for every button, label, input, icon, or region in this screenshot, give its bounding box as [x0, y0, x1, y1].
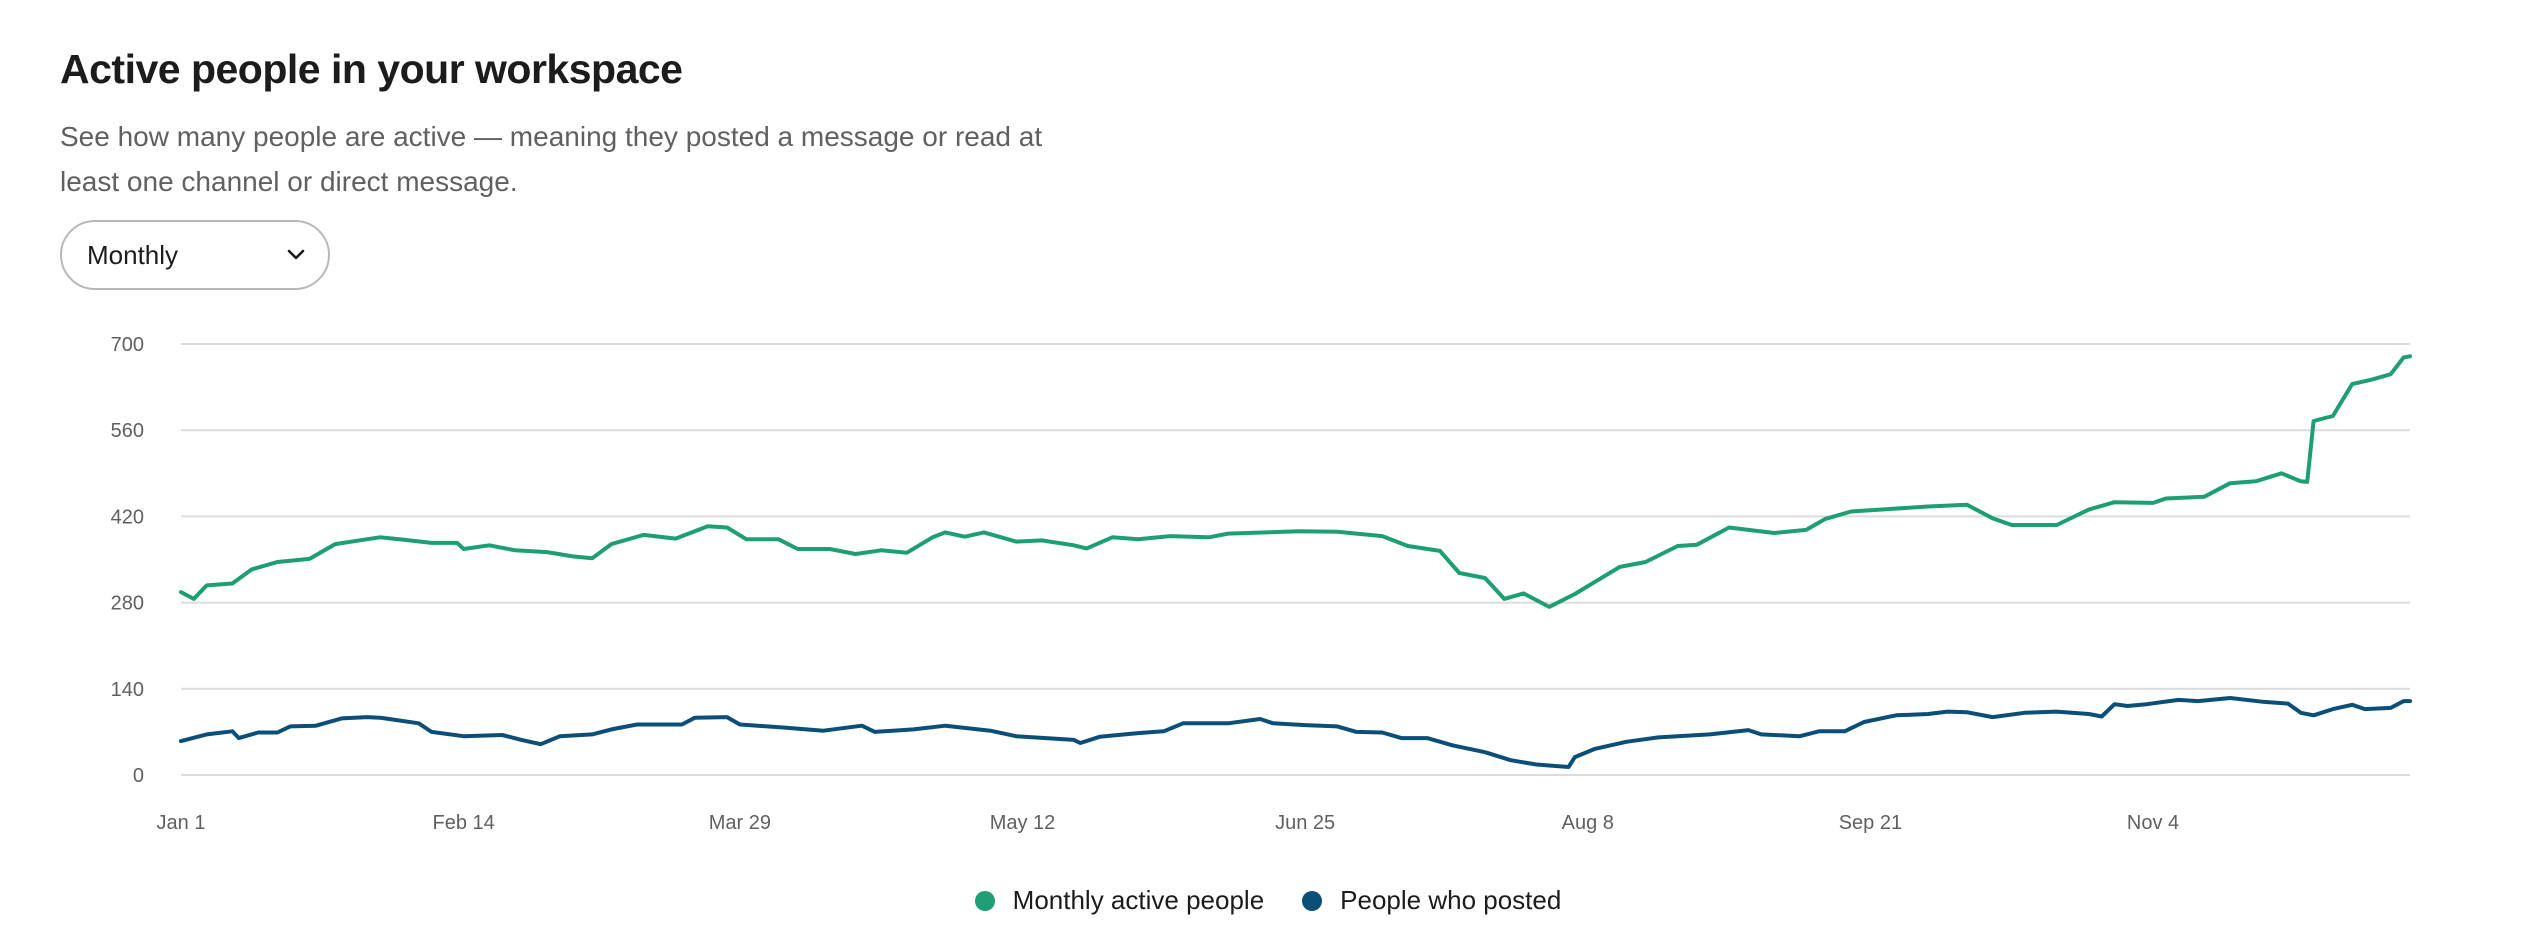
chevron-down-icon: [287, 249, 305, 260]
chart-legend: Monthly active people People who posted: [0, 885, 2536, 916]
x-tick-label: May 12: [990, 812, 1056, 834]
y-tick-label: 560: [111, 420, 144, 442]
y-tick-label: 280: [111, 593, 144, 615]
gridlines: [181, 343, 2410, 776]
x-tick-label: Aug 8: [1562, 812, 1614, 834]
legend-label: People who posted: [1340, 885, 1562, 915]
y-tick-label: 420: [111, 506, 144, 528]
x-tick-label: Jan 1: [157, 812, 206, 834]
legend-dot-people-posted: [1302, 890, 1323, 911]
page-description: See how many people are active — meaning…: [60, 121, 1043, 197]
y-tick-label: 0: [133, 765, 144, 787]
period-select-value: Monthly: [87, 239, 179, 270]
x-tick-label: Sep 21: [1839, 812, 1902, 834]
legend-dot-monthly-active: [974, 890, 995, 911]
y-tick-label: 140: [111, 679, 144, 701]
page-title: Active people in your workspace: [60, 46, 683, 92]
legend-item-people-posted[interactable]: People who posted: [1302, 885, 1561, 916]
x-tick-label: Feb 14: [433, 812, 495, 834]
x-tick-label: Mar 29: [709, 812, 771, 834]
series-line-people-who-posted[interactable]: [179, 696, 2412, 769]
legend-label: Monthly active people: [1012, 885, 1265, 915]
x-tick-label: Nov 4: [2127, 812, 2179, 834]
y-axis-ticks: 0 140 280 420 560 700: [111, 334, 144, 787]
active-people-chart: 0 140 280 420 560 700 Jan 1 Feb 14 Mar 29 May 12…: [111, 334, 2412, 834]
x-tick-label: Jun 25: [1275, 812, 1335, 834]
series-line-monthly-active-people[interactable]: [179, 354, 2412, 609]
x-axis-ticks: Jan 1 Feb 14 Mar 29 May 12 Jun 25 Aug 8 Sep 21…: [157, 812, 2180, 834]
y-tick-label: 700: [111, 334, 144, 356]
legend-item-monthly-active[interactable]: Monthly active people: [974, 885, 1265, 916]
series-lines: [179, 354, 2412, 769]
period-select[interactable]: Monthly: [60, 220, 330, 290]
